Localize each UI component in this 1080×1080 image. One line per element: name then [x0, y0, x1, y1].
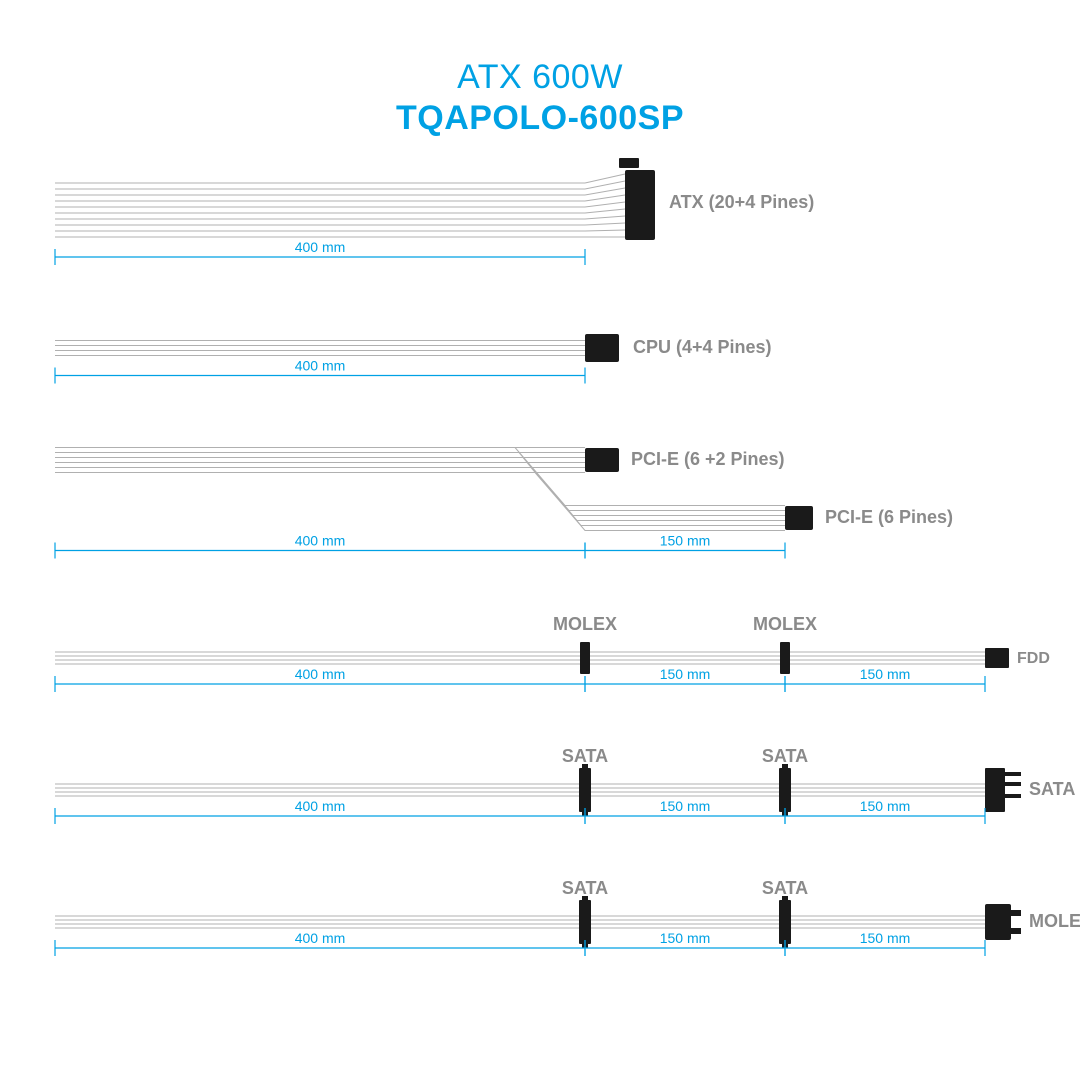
svg-text:150 mm: 150 mm	[860, 930, 911, 946]
svg-text:PCI-E (6 +2 Pines): PCI-E (6 +2 Pines)	[631, 449, 785, 469]
svg-text:CPU (4+4 Pines): CPU (4+4 Pines)	[633, 337, 772, 357]
svg-text:MOLEX: MOLEX	[1029, 911, 1080, 931]
svg-text:150 mm: 150 mm	[660, 930, 711, 946]
svg-text:MOLEX: MOLEX	[553, 614, 617, 634]
svg-text:MOLEX: MOLEX	[753, 614, 817, 634]
svg-text:400 mm: 400 mm	[295, 930, 346, 946]
svg-text:SATA: SATA	[762, 878, 808, 898]
diagram-container: ATX 600W TQAPOLO-600SP ATX (20+4 Pines)4…	[0, 0, 1080, 1080]
svg-text:PCI-E (6 Pines): PCI-E (6 Pines)	[825, 507, 953, 527]
svg-text:150 mm: 150 mm	[660, 666, 711, 682]
svg-text:SATA: SATA	[562, 746, 608, 766]
svg-text:400 mm: 400 mm	[295, 239, 346, 255]
svg-text:400 mm: 400 mm	[295, 798, 346, 814]
svg-text:150 mm: 150 mm	[860, 798, 911, 814]
svg-text:150 mm: 150 mm	[860, 666, 911, 682]
svg-text:ATX (20+4 Pines): ATX (20+4 Pines)	[669, 192, 814, 212]
svg-text:400 mm: 400 mm	[295, 533, 346, 549]
svg-text:SATA: SATA	[562, 878, 608, 898]
svg-text:FDD: FDD	[1017, 650, 1050, 667]
svg-text:400 mm: 400 mm	[295, 666, 346, 682]
cable-diagram: ATX (20+4 Pines) 400 mm CPU (4+4 Pines) 400…	[0, 0, 1080, 1080]
svg-text:150 mm: 150 mm	[660, 798, 711, 814]
svg-text:SATA: SATA	[1029, 779, 1075, 799]
svg-text:150 mm: 150 mm	[660, 533, 711, 549]
svg-text:400 mm: 400 mm	[295, 358, 346, 374]
svg-text:SATA: SATA	[762, 746, 808, 766]
